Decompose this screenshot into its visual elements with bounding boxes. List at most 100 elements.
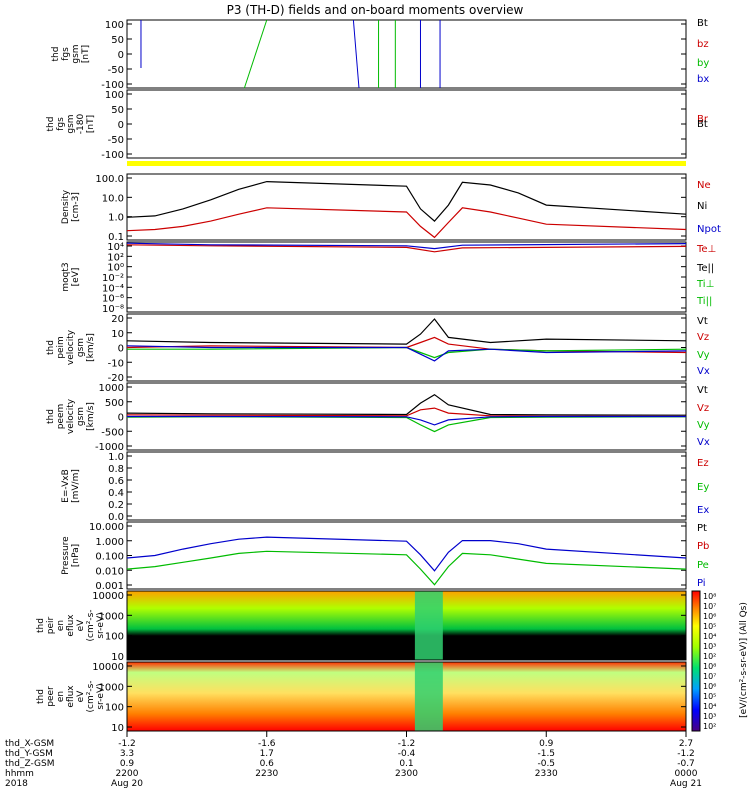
colorbar-label-text: [eV/(cm²-s-sr-eV)] (All Qs): [739, 602, 749, 718]
y-tick-label: 0.010: [95, 566, 124, 577]
panel-frame: [126, 89, 687, 159]
y-axis-label-line: peer: [46, 686, 56, 707]
legend-entry: Pt: [697, 523, 707, 534]
x-row-value: 0.9: [120, 759, 135, 769]
y-tick-label: 0.100: [95, 552, 124, 563]
y-tick-label: 0.8: [108, 464, 124, 475]
legend-entry: Pe: [697, 560, 709, 571]
y-axis-label-line: velocity: [66, 398, 76, 434]
x-row-value: -0.5: [537, 759, 555, 769]
colorbar-tick-label: 10⁸: [703, 592, 716, 601]
x-row-value: 2.7: [679, 739, 693, 749]
panel-electron_velocity: 1000 500 0 -500 -1000 thd peem velocity gsm [km/s…: [46, 382, 710, 453]
y-tick-label: 0.4: [108, 488, 124, 499]
spectrogram-center-band: [414, 662, 443, 731]
x-row-value: 0.1: [399, 759, 413, 769]
y-tick-label: 500: [105, 398, 124, 409]
y-tick-label: 10⁻⁶: [102, 294, 124, 305]
y-tick-label: 10⁻²: [102, 273, 124, 284]
y-axis-label: thd peem velocity gsm [km/s]: [46, 398, 96, 434]
y-tick-label: 10²: [107, 252, 124, 263]
y-tick-label: 0.1: [108, 232, 124, 243]
y-axis-label-line: [cm-3]: [71, 192, 81, 222]
y-tick-label: 0: [118, 120, 124, 131]
panel-frame: [126, 19, 687, 89]
y-tick-label: 1000: [99, 383, 124, 394]
x-row-value: Aug 20: [111, 779, 143, 789]
y-tick-label: -100: [101, 80, 124, 91]
y-axis-label-line: thd: [36, 689, 46, 704]
panel-frame: [126, 451, 687, 521]
y-tick-label: 100.0: [95, 174, 124, 185]
x-row-value: Aug 21: [670, 779, 702, 789]
legend-entry: Vy: [697, 420, 710, 431]
y-tick-label: 10: [111, 652, 124, 663]
legend-entry: Bt: [697, 18, 708, 29]
x-row-value: 0000: [675, 769, 698, 779]
y-tick-label: 0.001: [95, 581, 124, 592]
y-axis-label-line: fgs: [61, 47, 71, 61]
y-tick-label: -500: [101, 427, 124, 438]
y-tick-label: 0: [118, 344, 124, 355]
y-axis-label-line: thd: [36, 618, 46, 633]
y-tick-label: 10.0: [102, 193, 124, 204]
y-tick-label: 10.000: [89, 522, 124, 533]
panel-density: 100.0 10.0 1.0 0.1 Density [cm-3] Ne Ni Npot: [61, 173, 721, 243]
y-tick-label: 1.0: [108, 452, 124, 463]
x-row-value: 2200: [116, 769, 139, 779]
y-axis-label-line: -180: [76, 114, 86, 135]
y-axis-label: thd fgs gsm -180 [nT]: [46, 114, 96, 135]
y-axis-label-line: eflux: [66, 685, 76, 708]
colorbar-tick-label: 10⁴: [703, 632, 716, 641]
x-row-value: 2230: [255, 769, 278, 779]
y-axis-label: thd peim velocity gsm [km/s]: [46, 329, 96, 365]
legend-entry: Ti||: [696, 296, 712, 307]
x-row-label: thd_Z-GSM: [5, 759, 54, 769]
series-line-Pe: [126, 550, 687, 586]
y-tick-label: 0.6: [108, 476, 124, 487]
legend-entry: Vx: [697, 437, 710, 448]
colorbar-tick-label: 10⁶: [703, 612, 716, 621]
legend-entry: Vt: [697, 316, 708, 327]
legend-entry: Pi: [697, 578, 706, 589]
y-tick-label: 10000: [92, 662, 124, 673]
y-axis-label-line: en: [56, 691, 66, 702]
x-row-label: thd_X-GSM: [5, 739, 54, 749]
colorbar-tick-label: 10⁵: [703, 622, 716, 631]
y-tick-label: 1.000: [95, 537, 124, 548]
colorbar-tick-label: 10²: [703, 722, 716, 731]
y-tick-label: 10⁻⁸: [102, 304, 124, 315]
y-axis-label-line: eflux: [66, 614, 76, 637]
y-axis-label-line: [eV]: [71, 268, 81, 287]
y-tick-label: 100: [105, 632, 124, 643]
y-axis-label-line: thd: [46, 409, 56, 424]
y-axis-label: E=-VxB [mV/m]: [61, 469, 81, 503]
series-line-Vt: [126, 318, 687, 345]
colorbar-tick-label: 10⁴: [703, 702, 716, 711]
colorbar: [691, 590, 701, 732]
y-axis-label-line: thd: [46, 117, 56, 132]
legend-entry: Vy: [697, 350, 710, 361]
y-axis-label: Density [cm-3]: [61, 189, 81, 224]
x-row-value: -1.2: [677, 749, 695, 759]
y-tick-label: 0.0: [108, 512, 124, 523]
y-axis-label-line: gsm: [66, 114, 76, 133]
legend-entry: Ti⊥: [696, 279, 714, 290]
legend-entry: Te⊥: [696, 244, 716, 255]
y-tick-label: 10: [111, 329, 124, 340]
colorbar-tick-label: 10³: [703, 712, 716, 721]
y-tick-label: -1000: [95, 442, 124, 453]
y-axis-label: Pressure [nPa]: [61, 536, 81, 575]
x-row-label: thd_Y-GSM: [5, 749, 53, 759]
y-axis-label-line: eV: [76, 619, 86, 632]
legend-entry: Vz: [697, 403, 709, 414]
y-axis-label: thd peir en eflux eV (cm²-s-sr-eV): [36, 609, 106, 641]
legend-entry: Bt: [697, 119, 708, 130]
y-axis-label-line: sr-eV): [96, 612, 106, 638]
y-axis-label-line: peir: [46, 616, 56, 634]
y-tick-label: 0: [118, 50, 124, 61]
y-axis-label-line: velocity: [66, 329, 76, 365]
x-row-value: -0.4: [398, 749, 416, 759]
